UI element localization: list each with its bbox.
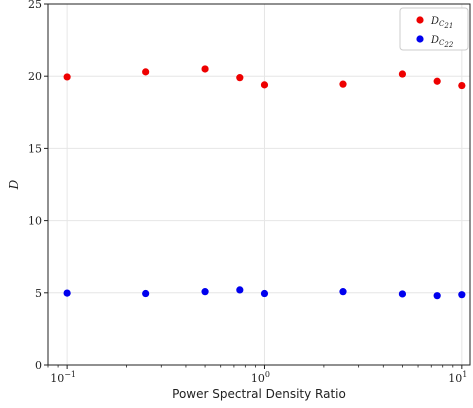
data-point-series-2 <box>142 289 150 298</box>
data-point-series-2 <box>339 288 347 296</box>
data-point-series-2 <box>201 288 209 296</box>
data-point-series-2 <box>458 291 466 299</box>
legend-label-series-1: DC21 <box>430 16 453 30</box>
y-tick-label: 10 <box>28 215 42 228</box>
legend-label-series-2: DC22 <box>430 35 454 49</box>
y-axis-label: D <box>7 179 21 190</box>
x-tick-label: 10−1 <box>50 370 76 385</box>
legend: DC21 DC22 <box>399 7 469 51</box>
data-point-series-1 <box>433 77 441 85</box>
data-point-series-2 <box>236 286 244 294</box>
data-point-series-1 <box>458 81 466 90</box>
axis-ticks: 0 5 10 15 20 25 10−1 100 101 <box>28 0 467 385</box>
data-point-series-1 <box>201 65 209 73</box>
data-point-series-1 <box>260 81 269 89</box>
y-tick-label: 5 <box>35 287 42 300</box>
data-point-series-1 <box>63 73 71 81</box>
x-tick-label: 101 <box>448 370 467 385</box>
legend-marker-series-2 <box>416 35 424 43</box>
x-tick-label: 100 <box>251 370 270 385</box>
data-point-series-2 <box>260 289 269 298</box>
y-tick-label: 20 <box>28 70 42 83</box>
y-tick-label: 15 <box>28 142 42 155</box>
x-axis-label: Power Spectral Density Ratio <box>172 387 346 401</box>
plot-frame <box>47 3 471 366</box>
legend-marker-series-1 <box>416 16 424 24</box>
data-point-series-2 <box>433 292 441 300</box>
y-tick-label: 0 <box>35 359 42 372</box>
data-point-series-1 <box>236 74 244 82</box>
data-point-series-1 <box>142 68 150 76</box>
grid <box>48 3 470 366</box>
data-point-series-1 <box>398 70 407 78</box>
data-point-series-1 <box>339 80 347 88</box>
data-point-series-2 <box>398 290 407 298</box>
data-point-series-2 <box>63 289 71 297</box>
y-tick-label: 25 <box>28 0 42 11</box>
data-points <box>63 65 466 300</box>
